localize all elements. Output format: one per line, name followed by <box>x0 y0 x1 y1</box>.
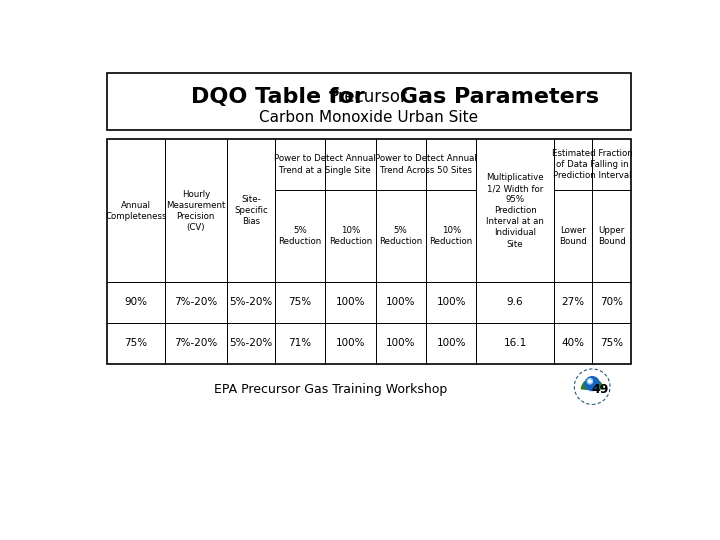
Text: 70%: 70% <box>600 298 623 307</box>
Text: Lower
Bound: Lower Bound <box>559 226 587 246</box>
Text: Power to Detect Annual
Trend at a Single Site: Power to Detect Annual Trend at a Single… <box>274 154 376 174</box>
Text: 75%: 75% <box>125 338 148 348</box>
Text: 100%: 100% <box>386 338 415 348</box>
Text: Estimated Fraction
of Data Falling in
Prediction Interval: Estimated Fraction of Data Falling in Pr… <box>552 149 633 180</box>
Text: Carbon Monoxide Urban Site: Carbon Monoxide Urban Site <box>259 110 479 125</box>
Text: 75%: 75% <box>288 298 312 307</box>
Text: EPA Precursor Gas Training Workshop: EPA Precursor Gas Training Workshop <box>214 383 447 396</box>
Text: Hourly
Measurement
Precision
(CV): Hourly Measurement Precision (CV) <box>166 190 225 232</box>
Wedge shape <box>581 379 603 390</box>
Text: 100%: 100% <box>436 298 466 307</box>
Text: 7%-20%: 7%-20% <box>174 298 217 307</box>
Text: 75%: 75% <box>600 338 624 348</box>
Text: 40%: 40% <box>562 338 585 348</box>
Text: 27%: 27% <box>562 298 585 307</box>
Text: 100%: 100% <box>386 298 415 307</box>
Text: 5%-20%: 5%-20% <box>229 298 272 307</box>
Text: 5%
Reduction: 5% Reduction <box>279 226 322 246</box>
FancyBboxPatch shape <box>107 72 631 130</box>
Text: 100%: 100% <box>336 338 365 348</box>
Text: Power to Detect Annual
Trend Across 50 Sites: Power to Detect Annual Trend Across 50 S… <box>375 154 477 174</box>
Text: 5%
Reduction: 5% Reduction <box>379 226 423 246</box>
Text: 10%
Reduction: 10% Reduction <box>329 226 372 246</box>
Text: 100%: 100% <box>436 338 466 348</box>
Text: DQO Table for: DQO Table for <box>191 87 372 107</box>
Circle shape <box>576 370 608 403</box>
Text: 10%
Reduction: 10% Reduction <box>430 226 473 246</box>
Text: Annual
Completeness: Annual Completeness <box>105 201 166 221</box>
Circle shape <box>589 380 591 382</box>
Text: Site-
Specific
Bias: Site- Specific Bias <box>234 195 268 226</box>
Circle shape <box>588 379 593 384</box>
FancyBboxPatch shape <box>107 139 631 363</box>
Text: 16.1: 16.1 <box>503 338 526 348</box>
Text: 49: 49 <box>591 383 608 396</box>
Text: Precursor: Precursor <box>329 88 408 106</box>
Text: 90%: 90% <box>125 298 148 307</box>
Text: 71%: 71% <box>288 338 312 348</box>
Text: 9.6: 9.6 <box>507 298 523 307</box>
Circle shape <box>585 377 599 390</box>
Text: Upper
Bound: Upper Bound <box>598 226 626 246</box>
Text: Multiplicative
1/2 Width for
95%
Prediction
Interval at an
Individual
Site: Multiplicative 1/2 Width for 95% Predict… <box>486 173 544 248</box>
Text: 7%-20%: 7%-20% <box>174 338 217 348</box>
Text: Gas Parameters: Gas Parameters <box>392 87 599 107</box>
Text: 100%: 100% <box>336 298 365 307</box>
Text: 5%-20%: 5%-20% <box>229 338 272 348</box>
